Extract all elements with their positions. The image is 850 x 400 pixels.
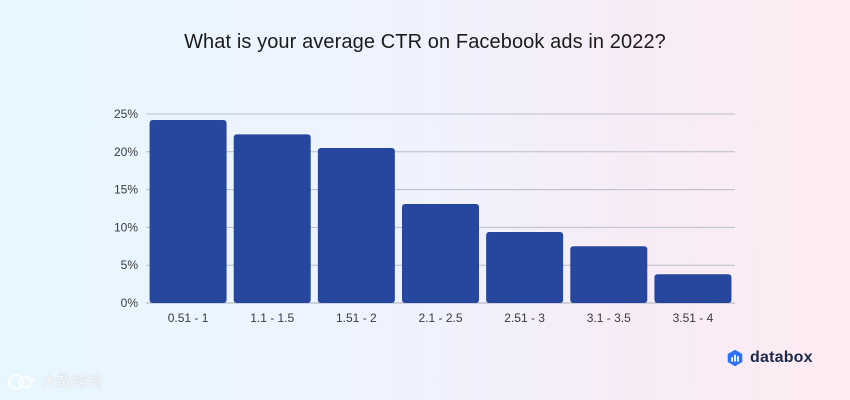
bar — [402, 203, 479, 303]
y-tick-label: 20% — [114, 145, 138, 159]
brand-name: databox — [750, 349, 813, 366]
y-tick-label: 15% — [114, 183, 138, 197]
watermark: 大数跨境 — [8, 370, 102, 394]
brand-logo: databox — [726, 347, 813, 369]
y-tick-label: 5% — [121, 258, 139, 272]
bar — [486, 231, 564, 303]
x-axis-tick-labels: 0.51 - 1 1.1 - 1.5 1.51 - 2 2.1 - 2.5 2.51 -… — [168, 311, 714, 325]
chart-title: What is your average CTR on Facebook ads… — [184, 31, 666, 53]
y-tick-label: 0% — [121, 296, 139, 310]
x-tick-label: 3.1 - 3.5 — [587, 311, 631, 325]
x-tick-label: 3.51 - 4 — [673, 311, 714, 325]
bar — [570, 246, 648, 303]
bar — [317, 148, 395, 303]
x-tick-label: 1.51 - 2 — [336, 311, 377, 325]
x-tick-label: 0.51 - 1 — [168, 311, 209, 325]
bar — [654, 274, 732, 303]
bars — [149, 120, 732, 303]
y-tick-label: 10% — [114, 220, 138, 234]
bar — [149, 120, 227, 303]
y-tick-label: 25% — [114, 107, 138, 121]
y-axis-tick-labels: 0% 5% 10% 15% 20% 25% — [114, 107, 138, 310]
bar — [233, 134, 311, 303]
x-tick-label: 2.1 - 2.5 — [418, 311, 462, 325]
x-tick-label: 1.1 - 1.5 — [250, 311, 294, 325]
x-tick-label: 2.51 - 3 — [504, 311, 545, 325]
watermark-text: 大数跨境 — [42, 373, 103, 390]
cross-border-logo-icon — [8, 374, 34, 390]
databox-bars-icon — [727, 349, 743, 367]
